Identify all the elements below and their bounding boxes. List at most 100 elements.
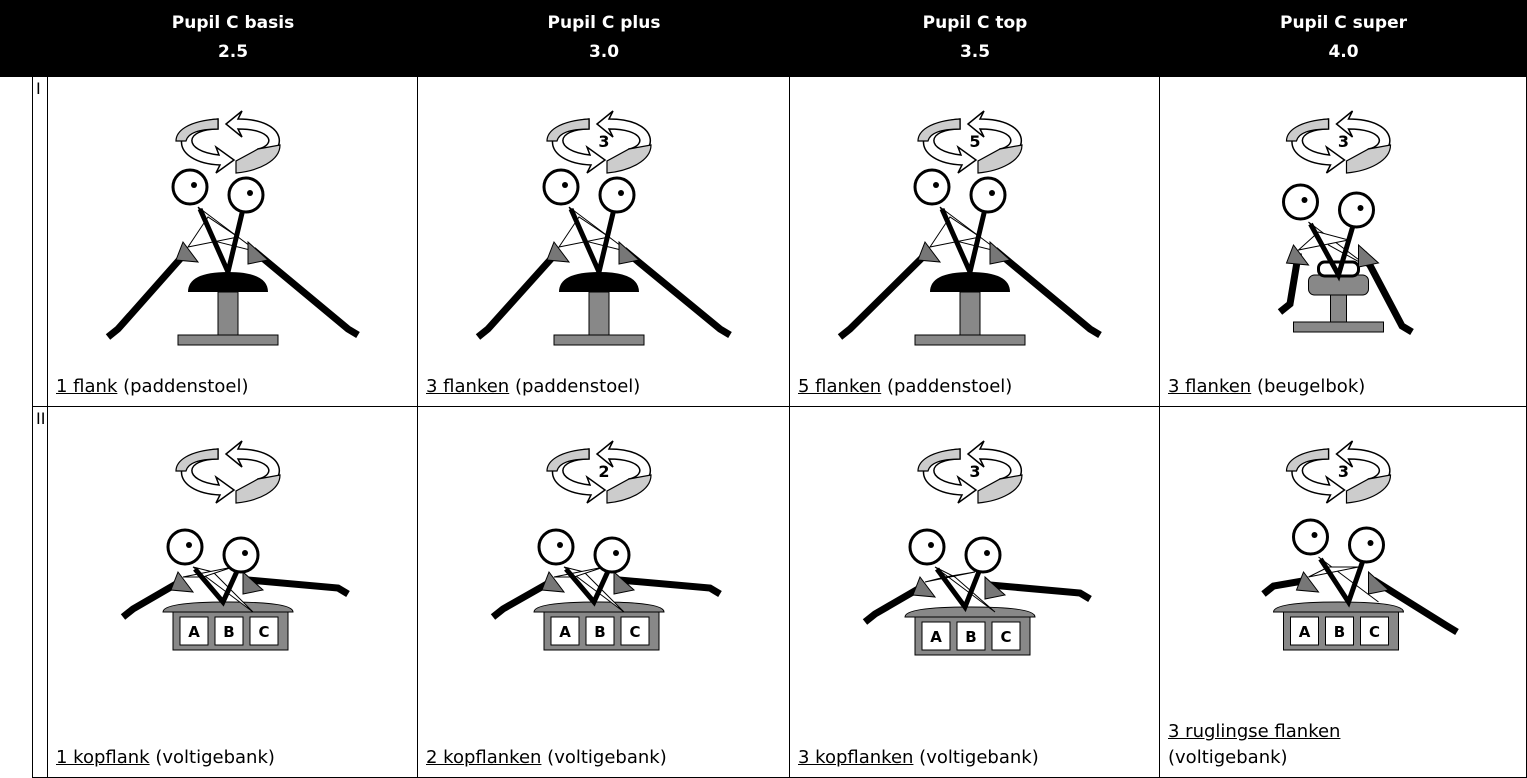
cell-caption: 5 flanken (paddenstoel) bbox=[798, 374, 1012, 400]
caption-exercise: 2 kopflanken bbox=[426, 747, 542, 768]
header-cell: Pupil C plus 3.0 bbox=[418, 0, 790, 77]
row-label: II bbox=[36, 409, 46, 428]
bench-top bbox=[162, 601, 294, 613]
body-line bbox=[939, 207, 988, 280]
leg bbox=[837, 247, 933, 340]
body-line bbox=[197, 207, 246, 280]
apparatus-base bbox=[914, 334, 1026, 346]
rotation-band bbox=[175, 448, 219, 472]
hand bbox=[242, 570, 265, 595]
apparatus-stem bbox=[959, 291, 981, 336]
body-line bbox=[934, 567, 983, 613]
illustration: 3 bbox=[475, 110, 732, 346]
hand bbox=[1285, 243, 1310, 266]
leg bbox=[475, 247, 562, 340]
bench-box bbox=[550, 616, 580, 646]
hand bbox=[247, 240, 270, 265]
hand bbox=[917, 240, 942, 263]
eye bbox=[562, 182, 568, 188]
eye bbox=[186, 542, 192, 548]
leg bbox=[250, 247, 360, 339]
rotation-band bbox=[175, 118, 219, 142]
table-cell: 3 A B C 3 kopflanken (voltigebank) bbox=[790, 407, 1160, 778]
body-line bbox=[1308, 222, 1356, 282]
head bbox=[1282, 183, 1319, 221]
illustration bbox=[105, 110, 360, 346]
rotation-count: 3 bbox=[1338, 462, 1349, 481]
cell-caption: 2 kopflanken (voltigebank) bbox=[426, 745, 667, 771]
rotation-count: 3 bbox=[598, 132, 609, 151]
rotation-band bbox=[1285, 118, 1330, 142]
bench-box bbox=[620, 616, 650, 646]
apparatus-stem bbox=[1330, 291, 1347, 323]
table-cell: 2 A B C 2 kopflanken (voltigebank) bbox=[418, 407, 790, 778]
bench-box bbox=[921, 621, 951, 651]
eye bbox=[557, 542, 563, 548]
illustration: A B C bbox=[120, 440, 350, 651]
row-label-cell: I bbox=[32, 77, 48, 407]
rotation-band bbox=[546, 448, 590, 472]
caption-exercise: 1 flank bbox=[56, 376, 118, 397]
caption-apparatus: (paddenstoel) bbox=[886, 376, 1013, 397]
bench-box-label: C bbox=[1000, 628, 1011, 646]
leg bbox=[621, 247, 732, 339]
header-row: Pupil C basis 2.5 Pupil C plus 3.0 Pupil C t… bbox=[0, 0, 1527, 77]
hand bbox=[912, 575, 937, 598]
body-triangle bbox=[192, 566, 254, 613]
apparatus-base bbox=[177, 334, 279, 346]
header-cell: Pupil C top 3.5 bbox=[790, 0, 1160, 77]
leg bbox=[490, 576, 556, 620]
apparatus-stem bbox=[588, 291, 610, 336]
hand bbox=[1295, 570, 1320, 593]
head bbox=[593, 536, 631, 574]
head bbox=[537, 528, 575, 566]
head bbox=[1292, 518, 1329, 556]
leg bbox=[247, 576, 350, 598]
apparatus-base bbox=[1293, 321, 1384, 333]
hand bbox=[989, 240, 1012, 265]
eye bbox=[933, 182, 939, 188]
leg bbox=[618, 576, 722, 598]
leg bbox=[992, 247, 1102, 339]
row-label-cell: II bbox=[32, 407, 48, 778]
bench-box-label: A bbox=[188, 623, 200, 641]
bench-box-label: B bbox=[1334, 623, 1345, 641]
table-cell: 1 flank (paddenstoel) bbox=[48, 77, 418, 407]
column-level: 3.0 bbox=[588, 42, 620, 62]
leg bbox=[862, 581, 927, 625]
leg bbox=[105, 247, 191, 340]
bench-top bbox=[533, 601, 665, 613]
rotation-band bbox=[1345, 474, 1392, 504]
body-triangle bbox=[1318, 556, 1379, 603]
apparatus-stem bbox=[217, 291, 239, 336]
table-cell: 5 5 flanken (paddenstoel) bbox=[790, 77, 1160, 407]
bench-box bbox=[1290, 616, 1319, 646]
head bbox=[171, 168, 209, 206]
column-title: Pupil C plus bbox=[547, 13, 661, 33]
caption-exercise: 1 kopflank bbox=[56, 747, 150, 768]
bench-box-label: A bbox=[559, 623, 571, 641]
table-cell: 3 A B C 3 ruglingse flanken (voltigebank) bbox=[1160, 407, 1527, 778]
cell-caption: 3 ruglingse flanken (voltigebank) bbox=[1168, 719, 1368, 771]
eye bbox=[618, 190, 624, 196]
rotation-count: 3 bbox=[969, 462, 980, 481]
leg bbox=[1360, 251, 1414, 336]
apparatus-base bbox=[553, 334, 645, 346]
bench-box-label: C bbox=[258, 623, 269, 641]
arm-triangle bbox=[553, 566, 605, 578]
rotation-count: 5 bbox=[969, 132, 980, 151]
rotation-band bbox=[977, 144, 1023, 174]
rotation-band bbox=[1345, 144, 1392, 174]
eye bbox=[989, 190, 995, 196]
caption-exercise: 3 kopflanken bbox=[798, 747, 914, 768]
column-title: Pupil C basis bbox=[171, 13, 295, 33]
cell-caption: 1 kopflank (voltigebank) bbox=[56, 745, 275, 771]
caption-apparatus: (beugelbok) bbox=[1256, 376, 1366, 397]
bench-top bbox=[1272, 601, 1405, 613]
rotation-band bbox=[235, 144, 281, 174]
column-title: Pupil C top bbox=[922, 13, 1028, 33]
rotation-band bbox=[917, 118, 961, 142]
rotation-band bbox=[1285, 448, 1330, 472]
hand bbox=[613, 570, 636, 595]
